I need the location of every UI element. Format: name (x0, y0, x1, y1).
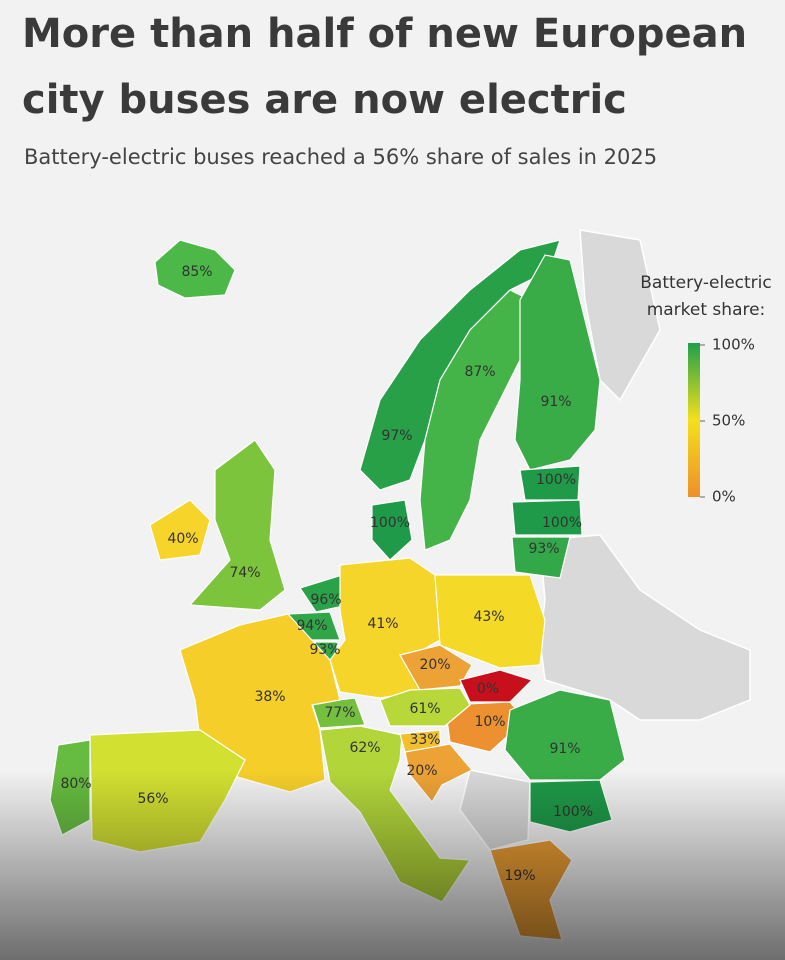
country (149, 499, 211, 561)
country-label: 97% (381, 428, 412, 444)
legend-tick-label: 0% (712, 488, 736, 506)
country-label: 74% (229, 565, 260, 581)
country-label: 100% (536, 472, 576, 488)
country (188, 439, 286, 611)
country-label: 43% (473, 609, 504, 625)
country-label: 40% (167, 531, 198, 547)
country-label: 85% (181, 264, 212, 280)
legend-ticks: 100% 50% 0% (700, 336, 755, 506)
legend-title: market share: (647, 300, 766, 320)
country (311, 697, 366, 729)
country-label: 100% (370, 515, 410, 531)
country-label: 38% (254, 689, 285, 705)
legend-tick-label: 50% (712, 412, 745, 430)
country-label: 61% (409, 701, 440, 717)
country-label: 91% (549, 741, 580, 757)
country-label: 41% (367, 616, 398, 632)
region-labels: 85% 97% 87% 91% 100% 100% 93% 100% 40% 74% 96% 94% 9… (60, 264, 593, 884)
country (511, 536, 571, 579)
country (359, 239, 561, 491)
country-label: 91% (540, 394, 571, 410)
country-label: 77% (324, 705, 355, 721)
country-label: 96% (310, 592, 341, 608)
title: city buses are now electric (22, 77, 627, 123)
country (511, 499, 583, 536)
legend-tick-label: 100% (712, 336, 755, 354)
country-label: 87% (464, 364, 495, 380)
country-label: 93% (528, 541, 559, 557)
country-label: 100% (542, 515, 582, 531)
country (154, 239, 236, 299)
legend-title: Battery-electric (640, 273, 771, 293)
country (459, 669, 534, 703)
bottom-shadow (0, 770, 785, 960)
country (371, 499, 413, 561)
country (399, 644, 473, 691)
legend-colorbar (688, 343, 700, 497)
country (514, 254, 601, 471)
country-label: 20% (419, 657, 450, 673)
country-label: 62% (349, 740, 380, 756)
country-label: 0% (477, 681, 499, 697)
country-label: 10% (474, 714, 505, 730)
country-label: 33% (409, 732, 440, 748)
country-label: 94% (296, 618, 327, 634)
country-label: 93% (309, 642, 340, 658)
subtitle: Battery-electric buses reached a 56% sha… (24, 145, 657, 169)
country (379, 687, 471, 727)
regions (49, 239, 626, 941)
title: More than half of new European (22, 11, 747, 57)
country (419, 289, 531, 551)
